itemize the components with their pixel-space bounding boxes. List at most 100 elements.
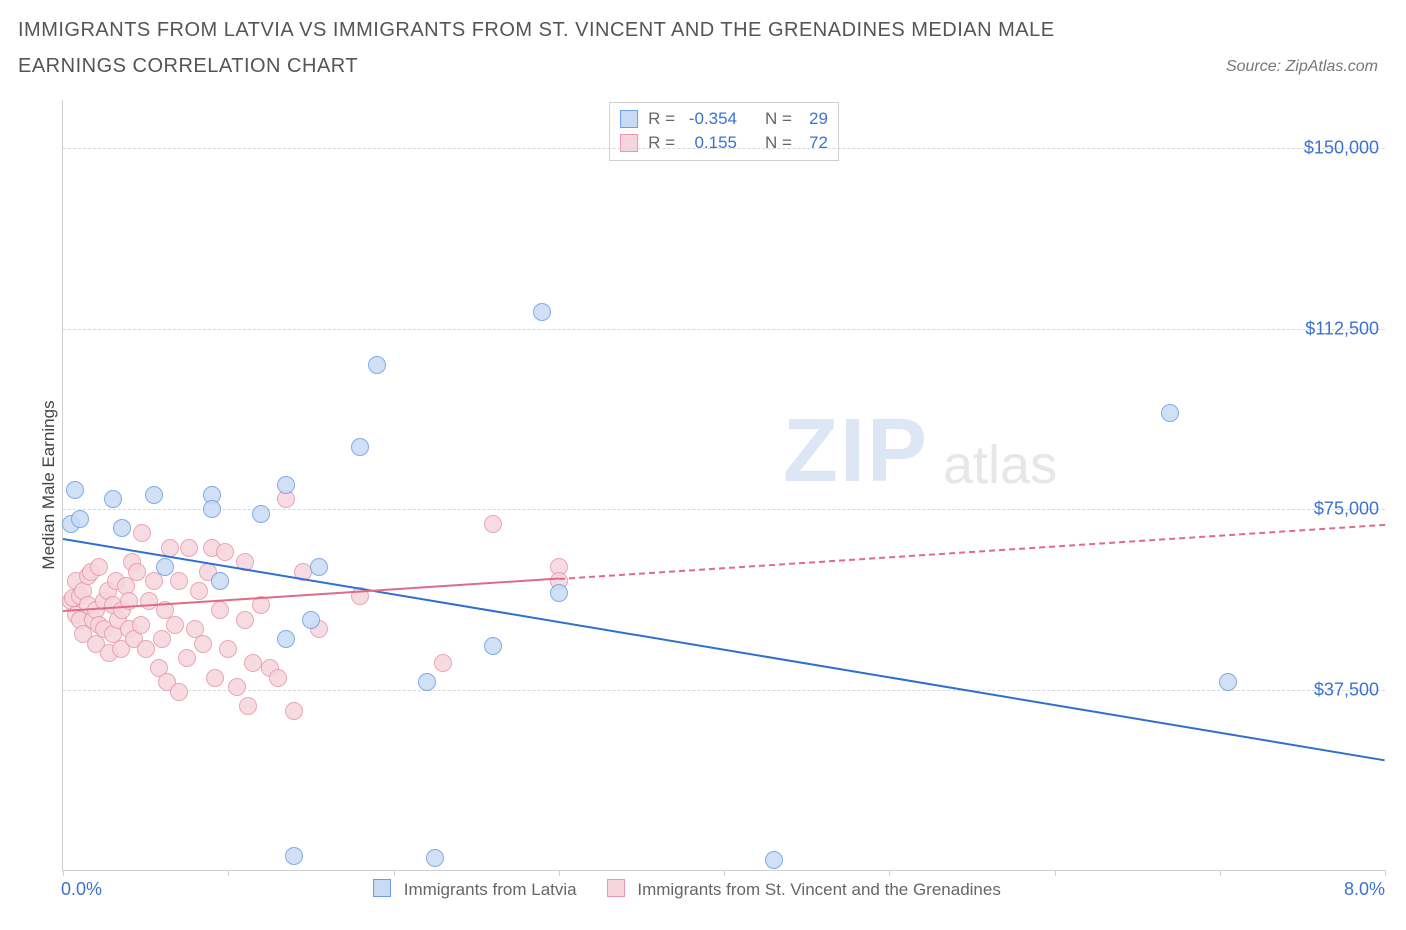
gridline <box>63 148 1385 149</box>
data-point <box>161 539 179 557</box>
data-point <box>533 303 551 321</box>
data-point <box>170 683 188 701</box>
x-tick-mark <box>1055 870 1056 876</box>
data-point <box>194 635 212 653</box>
x-tick-mark <box>228 870 229 876</box>
data-point <box>277 630 295 648</box>
legend-row-latvia: R = -0.354 N = 29 <box>620 107 828 131</box>
watermark-zip: ZIP <box>783 400 929 503</box>
data-point <box>137 640 155 658</box>
r-label-0: R = <box>648 107 675 131</box>
data-point <box>302 611 320 629</box>
data-point <box>765 851 783 869</box>
plot-area: Median Male Earnings ZIP atlas R = -0.35… <box>62 100 1385 871</box>
data-point <box>206 669 224 687</box>
data-point <box>1161 404 1179 422</box>
data-point <box>133 524 151 542</box>
watermark-atlas: atlas <box>943 434 1057 496</box>
data-point <box>128 563 146 581</box>
series-name-1: Immigrants from St. Vincent and the Gren… <box>637 880 1000 899</box>
y-tick-label: $112,500 <box>1305 318 1379 339</box>
x-tick-mark <box>724 870 725 876</box>
data-point <box>277 476 295 494</box>
y-tick-label: $37,500 <box>1314 679 1379 700</box>
data-point <box>285 847 303 865</box>
swatch-latvia-bottom <box>373 879 391 897</box>
data-point <box>166 616 184 634</box>
data-point <box>203 500 221 518</box>
series-legend: Immigrants from Latvia Immigrants from S… <box>373 879 1001 900</box>
x-tick-mark <box>1385 870 1386 876</box>
n-value-0: 29 <box>802 107 828 131</box>
swatch-svg-bottom <box>607 879 625 897</box>
data-point <box>104 490 122 508</box>
n-label-0: N = <box>765 107 792 131</box>
data-point <box>211 601 229 619</box>
correlation-legend: R = -0.354 N = 29 R = 0.155 N = 72 <box>609 102 839 161</box>
data-point <box>145 572 163 590</box>
data-point <box>140 592 158 610</box>
data-point <box>180 539 198 557</box>
data-point <box>170 572 188 590</box>
data-point <box>484 637 502 655</box>
r-label-1: R = <box>648 131 675 155</box>
data-point <box>368 356 386 374</box>
data-point <box>156 558 174 576</box>
data-point <box>285 702 303 720</box>
data-point <box>269 669 287 687</box>
y-tick-label: $150,000 <box>1304 138 1379 159</box>
x-tick-mark <box>559 870 560 876</box>
legend-item-latvia: Immigrants from Latvia <box>373 879 577 900</box>
data-point <box>178 649 196 667</box>
gridline <box>63 690 1385 691</box>
data-point <box>90 558 108 576</box>
gridline <box>63 329 1385 330</box>
data-point <box>219 640 237 658</box>
legend-item-svg: Immigrants from St. Vincent and the Gren… <box>607 879 1001 900</box>
x-tick-mark <box>1220 870 1221 876</box>
trend-line <box>63 578 559 612</box>
data-point <box>239 697 257 715</box>
data-point <box>1219 673 1237 691</box>
trend-line <box>559 524 1385 580</box>
swatch-latvia <box>620 110 638 128</box>
y-tick-label: $75,000 <box>1314 499 1379 520</box>
data-point <box>351 438 369 456</box>
data-point <box>153 630 171 648</box>
data-point <box>66 481 84 499</box>
data-point <box>216 543 234 561</box>
n-label-1: N = <box>765 131 792 155</box>
legend-row-svg: R = 0.155 N = 72 <box>620 131 828 155</box>
data-point <box>113 519 131 537</box>
data-point <box>71 510 89 528</box>
x-tick-mark <box>394 870 395 876</box>
x-label-right: 8.0% <box>1344 879 1385 900</box>
data-point <box>132 616 150 634</box>
n-value-1: 72 <box>802 131 828 155</box>
data-point <box>418 673 436 691</box>
r-value-1: 0.155 <box>685 131 737 155</box>
x-label-left: 0.0% <box>61 879 102 900</box>
data-point <box>434 654 452 672</box>
r-value-0: -0.354 <box>685 107 737 131</box>
trend-line <box>63 538 1385 761</box>
chart-title: IMMIGRANTS FROM LATVIA VS IMMIGRANTS FRO… <box>18 12 1138 84</box>
data-point <box>228 678 246 696</box>
chart-container: IMMIGRANTS FROM LATVIA VS IMMIGRANTS FRO… <box>0 0 1406 930</box>
data-point <box>310 558 328 576</box>
y-axis-label: Median Male Earnings <box>39 400 59 569</box>
data-point <box>252 505 270 523</box>
source-label: Source: ZipAtlas.com <box>1226 58 1378 76</box>
data-point <box>426 849 444 867</box>
x-tick-mark <box>889 870 890 876</box>
chart-area: Median Male Earnings ZIP atlas R = -0.35… <box>18 96 1388 900</box>
data-point <box>236 611 254 629</box>
x-tick-mark <box>63 870 64 876</box>
data-point <box>211 572 229 590</box>
data-point <box>550 584 568 602</box>
data-point <box>244 654 262 672</box>
data-point <box>145 486 163 504</box>
data-point <box>484 515 502 533</box>
data-point <box>190 582 208 600</box>
series-name-0: Immigrants from Latvia <box>404 880 577 899</box>
